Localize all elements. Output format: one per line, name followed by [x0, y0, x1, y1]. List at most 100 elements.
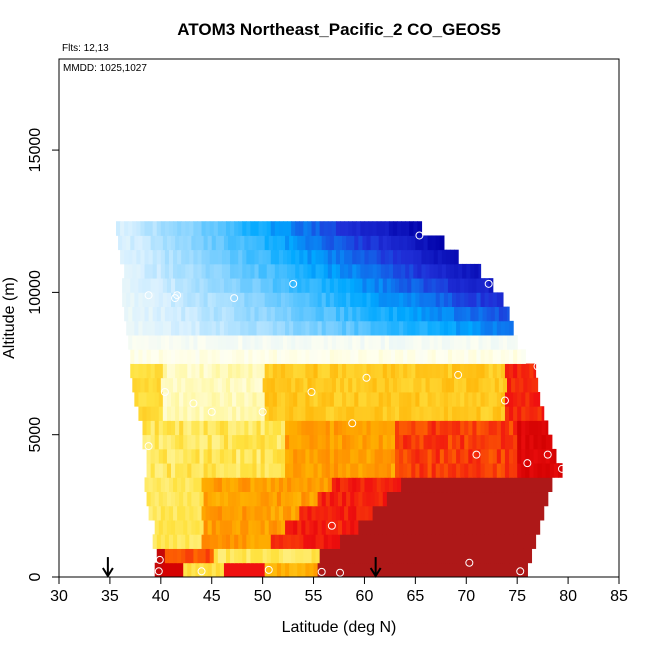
heatmap-cell: [395, 406, 400, 421]
heatmap-cell: [185, 221, 190, 236]
heatmap-cell: [183, 434, 188, 450]
heatmap-cell: [547, 477, 553, 493]
heatmap-cell: [527, 548, 533, 564]
x-tick-label: 50: [254, 588, 272, 605]
heatmap-cell: [187, 392, 192, 407]
heatmap-cell: [323, 534, 329, 549]
heatmap-cell: [476, 292, 482, 308]
heatmap-cell: [144, 377, 150, 393]
heatmap-cell: [305, 448, 311, 464]
observation-point: [307, 388, 316, 396]
heatmap-cell: [431, 420, 437, 436]
heatmap-cell: [372, 221, 378, 236]
heatmap-cell: [317, 292, 323, 308]
heatmap-cell: [513, 463, 518, 478]
heatmap-cell: [293, 420, 298, 436]
heatmap-cell: [215, 420, 221, 436]
heatmap-cell: [301, 320, 306, 336]
heatmap-cell: [368, 335, 374, 350]
heatmap-cell: [248, 463, 254, 478]
heatmap-cell: [254, 249, 260, 265]
heatmap-cell: [152, 477, 158, 493]
heatmap-cell: [405, 505, 410, 521]
heatmap-cell: [199, 448, 205, 464]
heatmap-cell: [146, 235, 152, 251]
heatmap-cell: [148, 306, 154, 322]
heatmap-cell: [378, 463, 384, 478]
heatmap-row: [146, 448, 557, 464]
heatmap-cell: [183, 562, 188, 578]
heatmap-cell: [454, 477, 459, 493]
heatmap-cell: [492, 434, 498, 450]
heatmap-cell: [384, 548, 390, 564]
heatmap-cell: [456, 406, 461, 421]
heatmap-cell: [293, 363, 298, 379]
heatmap-cell: [250, 534, 256, 549]
heatmap-cell: [205, 505, 211, 521]
heatmap-cell: [246, 306, 252, 322]
heatmap-cell: [502, 548, 508, 564]
heatmap-cell: [388, 249, 394, 265]
heatmap-cell: [317, 320, 323, 336]
observation-point: [465, 558, 474, 567]
heatmap-cell: [413, 306, 418, 322]
heatmap-cell: [142, 392, 148, 407]
heatmap-cell: [191, 520, 197, 535]
heatmap-cell: [278, 249, 284, 265]
heatmap-cell: [335, 306, 341, 322]
heatmap-cell: [466, 477, 471, 493]
heatmap-cell: [274, 548, 280, 564]
heatmap-cell: [401, 221, 406, 236]
heatmap-cell: [386, 448, 392, 464]
heatmap-cell: [409, 306, 414, 322]
heatmap-cell: [171, 363, 176, 379]
heatmap-cell: [337, 562, 343, 578]
heatmap-cell: [313, 235, 319, 251]
heatmap-cell: [252, 520, 258, 535]
heatmap-cell: [342, 320, 347, 336]
heatmap-cell: [211, 235, 217, 251]
heatmap-cell: [480, 448, 486, 464]
heatmap-cell: [344, 306, 349, 322]
heatmap-cell: [362, 448, 368, 464]
heatmap-cell: [287, 221, 292, 236]
heatmap-cell: [313, 562, 319, 578]
heatmap-cell: [480, 363, 486, 379]
heatmap-cell: [500, 562, 506, 578]
heatmap-cell: [431, 520, 437, 535]
heatmap-cell: [278, 548, 284, 564]
heatmap-cell: [195, 349, 201, 364]
heatmap-cell: [478, 263, 482, 279]
heatmap-cell: [287, 335, 292, 350]
heatmap-cell: [417, 221, 423, 236]
heatmap-cell: [517, 491, 522, 507]
heatmap-cell: [291, 505, 296, 521]
heatmap-cell: [366, 235, 372, 251]
heatmap-cell: [242, 505, 247, 521]
heatmap-cell: [427, 363, 433, 379]
heatmap-cell: [203, 235, 209, 251]
heatmap-cell: [156, 477, 162, 493]
heatmap-cell: [478, 477, 484, 493]
heatmap-cell: [321, 420, 327, 436]
heatmap-cell: [223, 562, 229, 578]
heatmap-cell: [205, 377, 211, 393]
heatmap-cell: [382, 406, 388, 421]
heatmap-cell: [225, 263, 231, 279]
heatmap-cell: [372, 548, 378, 564]
heatmap-cell: [256, 349, 262, 364]
heatmap-cell: [415, 463, 421, 478]
heatmap-cell: [191, 448, 197, 464]
x-tick-label: 30: [50, 588, 68, 605]
heatmap-cell: [439, 520, 445, 535]
heatmap-cell: [215, 463, 221, 478]
heatmap-cell: [507, 534, 512, 549]
heatmap-cell: [209, 477, 215, 493]
heatmap-cell: [246, 263, 252, 279]
heatmap-cell: [234, 306, 239, 322]
heatmap-cell: [494, 534, 500, 549]
heatmap-cell: [333, 520, 339, 535]
heatmap-cell: [470, 534, 476, 549]
heatmap-cell: [431, 349, 437, 364]
heatmap-cell: [140, 249, 146, 265]
